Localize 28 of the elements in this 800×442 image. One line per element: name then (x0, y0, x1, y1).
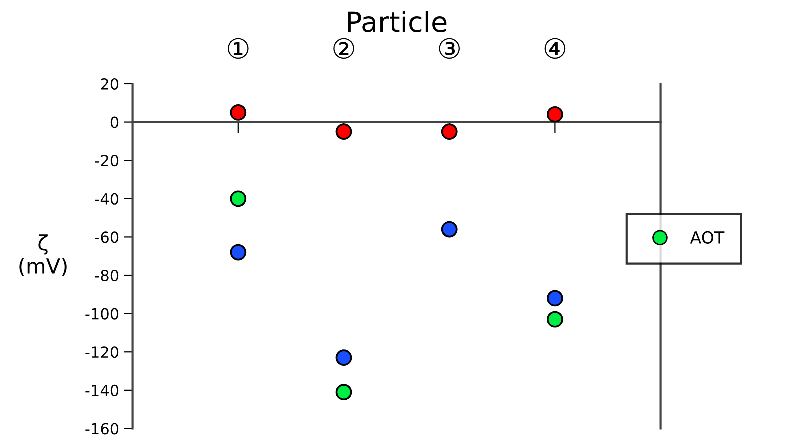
y-tick-label: -20 (95, 155, 119, 167)
point (336, 384, 352, 401)
y-tick-label: 20 (101, 78, 119, 90)
point (230, 104, 247, 121)
point (230, 190, 247, 208)
x-tick-label: ② (334, 38, 354, 60)
point (547, 106, 564, 123)
legend-label: AOT (690, 231, 725, 244)
point (441, 124, 458, 140)
point (547, 290, 564, 307)
x-tick-label: ③ (439, 38, 460, 60)
y-tick-label: 0 (110, 116, 119, 128)
x-axis-title: Particle (348, 10, 447, 32)
point (230, 244, 247, 261)
y-tick-label: -60 (95, 232, 119, 244)
y-tick-label: -100 (86, 308, 119, 320)
point (441, 221, 458, 238)
y-tick-label: -80 (95, 270, 119, 282)
x-tick-label: ④ (544, 38, 566, 60)
y-tick-label: -160 (86, 423, 119, 435)
y-tick-label: -140 (86, 384, 119, 396)
point (336, 124, 352, 140)
y-tick-label: -40 (95, 193, 119, 205)
x-tick-label: ① (228, 38, 249, 60)
y-axis-title: ζ (mV) (20, 234, 67, 277)
point (547, 311, 564, 328)
y-tick-label: -120 (86, 346, 119, 358)
point (336, 350, 352, 366)
